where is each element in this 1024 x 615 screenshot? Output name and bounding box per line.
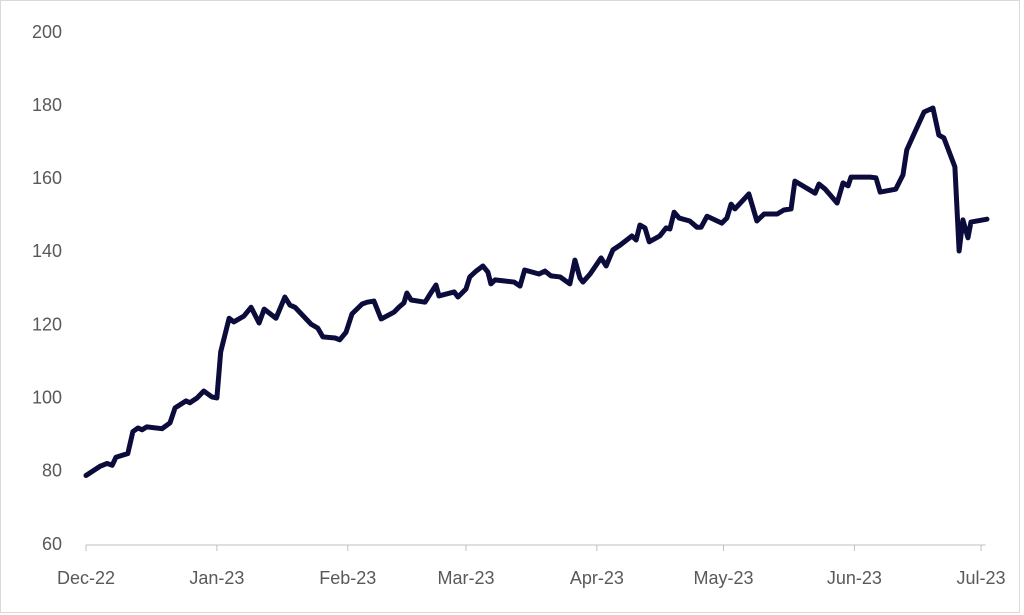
y-tick-label: 80 <box>42 461 62 481</box>
x-tick-label: Apr-23 <box>570 568 624 588</box>
y-tick-label: 200 <box>32 22 62 42</box>
y-tick-label: 180 <box>32 95 62 115</box>
x-tick-label: May-23 <box>694 568 754 588</box>
y-tick-label: 60 <box>42 534 62 554</box>
x-tick-label: Mar-23 <box>437 568 494 588</box>
x-tick-label: Jun-23 <box>827 568 882 588</box>
y-tick-label: 160 <box>32 168 62 188</box>
line-series <box>83 105 990 479</box>
x-tick-label: Jul-23 <box>957 568 1006 588</box>
y-tick-label: 100 <box>32 387 62 407</box>
x-tick-label: Dec-22 <box>57 568 115 588</box>
x-tick-label: Jan-23 <box>189 568 244 588</box>
y-tick-label: 120 <box>32 314 62 334</box>
x-tick-label: Feb-23 <box>319 568 376 588</box>
y-tick-label: 140 <box>32 241 62 261</box>
